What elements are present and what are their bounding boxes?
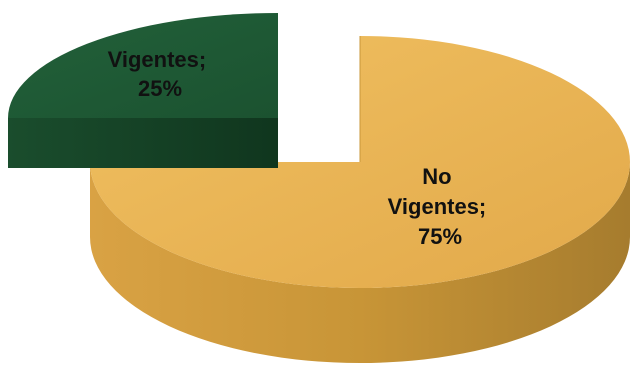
label-vigentes-percent: 25% [138, 76, 182, 101]
slice-vigentes-side [8, 118, 278, 168]
label-vigentes: Vigentes; 25% [108, 47, 213, 101]
slice-vigentes-top [8, 13, 278, 118]
label-no-vigentes-line2: Vigentes; [388, 194, 487, 219]
label-no-vigentes-percent: 75% [418, 224, 462, 249]
slice-vigentes [8, 13, 278, 168]
slice-no-vigentes [90, 36, 630, 363]
label-no-vigentes: No Vigentes; 75% [388, 164, 493, 249]
label-no-vigentes-line1: No [422, 164, 451, 189]
label-vigentes-category: Vigentes [108, 47, 199, 72]
slice-no-vigentes-side [90, 162, 630, 363]
